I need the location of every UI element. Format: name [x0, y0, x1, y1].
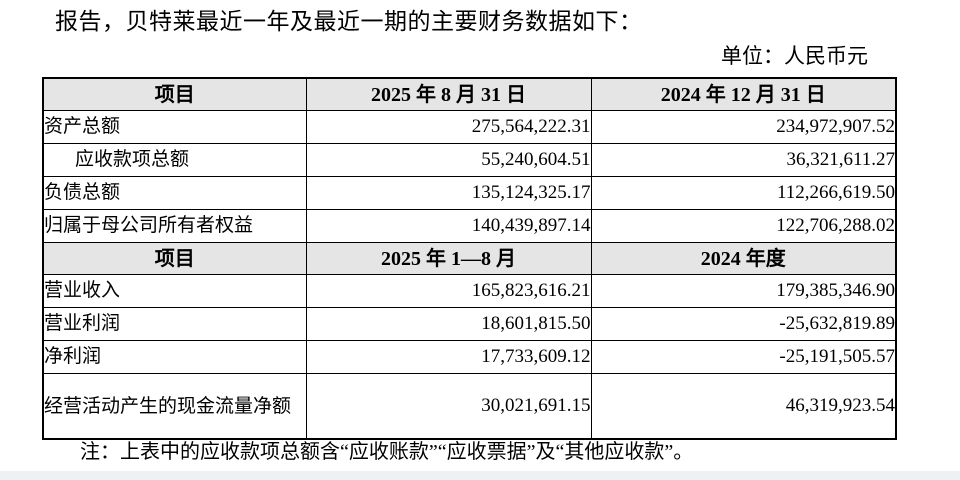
row-value-cell: 17,733,609.12 [305, 340, 592, 374]
intro-paragraph: 报告，贝特莱最近一年及最近一期的主要财务数据如下： [55, 9, 643, 34]
row-label-total-liabilities: 负债总额 [42, 176, 307, 210]
table-row: 营业收入 165,823,616.21 179,385,346.90 [42, 274, 897, 308]
table-row: 经营活动产生的现金流量净额 30,021,691.15 46,319,923.5… [42, 373, 897, 440]
row-value-cell: 135,124,325.17 [305, 176, 592, 210]
footnote: 注：上表中的应收款项总额含“应收账款”“应收票据”及“其他应收款”。 [80, 441, 694, 463]
row-value-cell: 46,319,923.54 [590, 373, 897, 440]
section2-header-item: 项目 [42, 242, 307, 275]
row-value-cell: 234,972,907.52 [590, 110, 897, 144]
table-row: 资产总额 275,564,222.31 234,972,907.52 [42, 110, 897, 144]
section2-header-row: 项目 2025 年 1—8 月 2024 年度 [42, 242, 897, 275]
row-label-total-receivables: 应收款项总额 [42, 143, 307, 177]
row-value-cell: 122,706,288.02 [590, 209, 897, 243]
row-label-parent-equity: 归属于母公司所有者权益 [42, 209, 307, 243]
table-row: 负债总额 135,124,325.17 112,266,619.50 [42, 176, 897, 210]
row-value-cell: 165,823,616.21 [305, 274, 592, 308]
row-label-operating-profit: 营业利润 [42, 307, 307, 341]
row-value-cell: 275,564,222.31 [305, 110, 592, 144]
section1-header-item: 项目 [42, 77, 307, 111]
row-value-cell: 179,385,346.90 [590, 274, 897, 308]
row-value-cell: -25,632,819.89 [590, 307, 897, 341]
row-label-operating-cash-flow: 经营活动产生的现金流量净额 [42, 373, 307, 440]
row-value-cell: 18,601,815.50 [305, 307, 592, 341]
section2-header-period1: 2025 年 1—8 月 [305, 242, 592, 275]
row-value-cell: 30,021,691.15 [305, 373, 592, 440]
row-label-total-assets: 资产总额 [42, 110, 307, 144]
page-bottom-strip [0, 471, 960, 480]
financial-data-table: 项目 2025 年 8 月 31 日 2024 年 12 月 31 日 资产总额… [42, 77, 897, 440]
row-value-cell: 36,321,611.27 [590, 143, 897, 177]
table-row: 应收款项总额 55,240,604.51 36,321,611.27 [42, 143, 897, 177]
section1-header-row: 项目 2025 年 8 月 31 日 2024 年 12 月 31 日 [42, 77, 897, 111]
section1-header-period1: 2025 年 8 月 31 日 [305, 77, 592, 111]
row-value-cell: 55,240,604.51 [305, 143, 592, 177]
row-value-cell: 112,266,619.50 [590, 176, 897, 210]
row-label-operating-revenue: 营业收入 [42, 274, 307, 308]
table-row: 净利润 17,733,609.12 -25,191,505.57 [42, 340, 897, 374]
row-value-cell: -25,191,505.57 [590, 340, 897, 374]
section1-header-period2: 2024 年 12 月 31 日 [590, 77, 897, 111]
table-row: 营业利润 18,601,815.50 -25,632,819.89 [42, 307, 897, 341]
row-label-net-profit: 净利润 [42, 340, 307, 374]
section2-header-period2: 2024 年度 [590, 242, 897, 275]
table-row: 归属于母公司所有者权益 140,439,897.14 122,706,288.0… [42, 209, 897, 243]
unit-label: 单位：人民币元 [721, 44, 868, 68]
row-value-cell: 140,439,897.14 [305, 209, 592, 243]
